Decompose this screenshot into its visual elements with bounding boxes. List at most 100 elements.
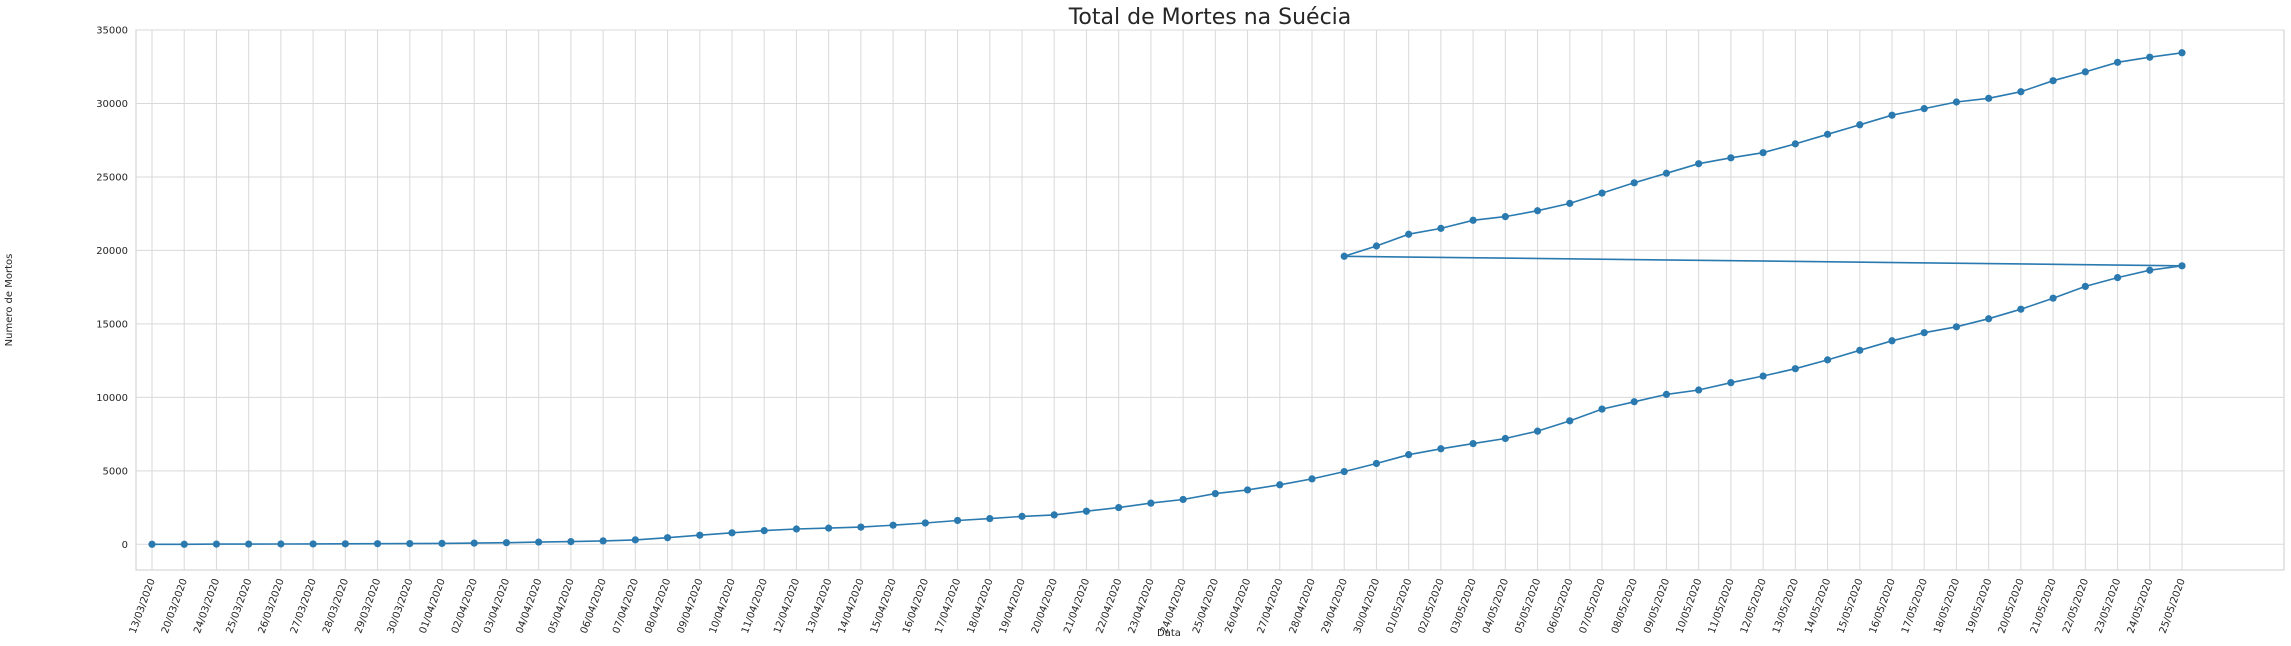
data-point <box>1501 434 1509 443</box>
data-point <box>1501 213 1509 221</box>
data-point <box>212 540 221 548</box>
x-tick-label: 09/04/2020 <box>676 577 706 635</box>
data-point <box>953 516 962 525</box>
data-point <box>1566 199 1574 207</box>
x-tick-label: 17/05/2020 <box>1900 577 1930 635</box>
x-tick-label: 27/04/2020 <box>1256 577 1286 635</box>
x-tick-label: 13/04/2020 <box>804 577 834 635</box>
data-point <box>1469 440 1477 448</box>
x-tick-label: 13/03/2020 <box>128 577 158 635</box>
data-point <box>1823 130 1832 138</box>
x-tick-label: 16/04/2020 <box>901 577 931 635</box>
x-tick-label: 27/03/2020 <box>289 577 319 635</box>
data-point <box>2146 266 2154 274</box>
data-point <box>1759 372 1767 380</box>
x-tick-label: 12/04/2020 <box>772 577 802 635</box>
data-point <box>2081 282 2089 291</box>
data-point <box>2049 294 2057 302</box>
data-point <box>2178 49 2186 57</box>
data-point <box>1018 512 1026 520</box>
x-tick-label: 15/04/2020 <box>869 577 899 635</box>
x-tick-label: 09/05/2020 <box>1642 577 1672 635</box>
x-axis-ticks: 13/03/2020 20/03/2020 24/03/2020 25/03/2020… <box>128 577 2188 635</box>
x-tick-label: 28/03/2020 <box>321 577 351 635</box>
data-point <box>1050 511 1058 519</box>
data-point <box>1566 417 1574 425</box>
y-tick-label: 0 <box>122 540 128 551</box>
data-point <box>1372 242 1381 250</box>
data-point <box>2017 88 2025 96</box>
y-tick-label: 5000 <box>103 466 128 477</box>
data-point <box>1985 94 1993 102</box>
data-point <box>663 534 672 542</box>
x-tick-label: 11/04/2020 <box>740 577 770 635</box>
data-point <box>1727 379 1735 387</box>
data-point <box>1533 427 1542 435</box>
x-tick-label: 07/04/2020 <box>611 577 641 635</box>
data-point <box>1533 207 1542 215</box>
data-point <box>889 521 897 529</box>
x-tick-label: 23/05/2020 <box>2093 577 2123 635</box>
data-point <box>373 540 382 548</box>
data-point <box>1630 179 1638 187</box>
data-point <box>1179 495 1187 504</box>
data-point <box>2113 58 2122 66</box>
x-tick-label: 15/05/2020 <box>1836 577 1866 635</box>
data-point <box>1791 140 1799 148</box>
x-tick-label: 14/05/2020 <box>1803 577 1833 635</box>
x-tick-label: 29/03/2020 <box>353 577 383 635</box>
x-tick-label: 14/04/2020 <box>837 577 867 635</box>
x-tick-label: 01/05/2020 <box>1384 577 1414 635</box>
x-tick-label: 06/05/2020 <box>1546 577 1576 635</box>
data-point <box>728 529 736 537</box>
data-point <box>2113 273 2122 282</box>
data-point <box>1662 390 1671 399</box>
x-tick-label: 10/04/2020 <box>708 577 738 635</box>
x-tick-label: 26/04/2020 <box>1223 577 1253 635</box>
x-tick-label: 08/05/2020 <box>1610 577 1640 635</box>
x-tick-label: 02/05/2020 <box>1417 577 1447 635</box>
y-tick-label: 35000 <box>96 26 128 37</box>
series-points <box>148 49 2186 548</box>
x-tick-label: 07/05/2020 <box>1578 577 1608 635</box>
x-tick-label: 08/04/2020 <box>643 577 673 635</box>
x-tick-label: 21/04/2020 <box>1062 577 1092 635</box>
data-point <box>1662 169 1671 177</box>
data-point <box>2049 77 2057 85</box>
x-tick-label: 23/04/2020 <box>1127 577 1157 635</box>
data-point <box>1888 111 1896 119</box>
data-point <box>406 539 414 548</box>
data-point <box>1340 252 1348 260</box>
data-point <box>502 539 511 547</box>
data-point <box>1888 337 1896 345</box>
x-tick-label: 02/04/2020 <box>450 577 480 635</box>
data-point <box>245 540 253 548</box>
data-point <box>696 531 704 539</box>
data-point <box>1405 230 1413 238</box>
data-point <box>1308 475 1316 483</box>
data-point <box>1437 445 1445 453</box>
x-tick-label: 24/03/2020 <box>192 577 222 635</box>
data-point <box>1598 189 1606 197</box>
chart-title: Total de Mortes na Suécia <box>1068 5 1352 30</box>
data-point <box>1759 149 1767 157</box>
x-tick-label: 24/04/2020 <box>1159 577 1189 635</box>
x-tick-label: 21/05/2020 <box>2029 577 2059 635</box>
x-tick-label: 01/04/2020 <box>418 577 448 635</box>
x-tick-label: 18/05/2020 <box>1932 577 1962 635</box>
data-point <box>1598 405 1606 413</box>
y-tick-label: 15000 <box>96 319 128 330</box>
x-tick-label: 29/04/2020 <box>1320 577 1350 635</box>
y-tick-label: 25000 <box>96 172 128 183</box>
x-tick-label: 22/05/2020 <box>2061 577 2091 635</box>
data-point <box>1630 398 1638 406</box>
data-point <box>1823 356 1832 364</box>
x-tick-label: 18/04/2020 <box>966 577 996 635</box>
data-point <box>1082 507 1091 515</box>
data-point <box>1695 386 1703 394</box>
x-tick-label: 04/04/2020 <box>514 577 544 635</box>
data-point <box>1985 315 1993 323</box>
data-point <box>1469 216 1477 224</box>
plot-area <box>135 29 2285 571</box>
data-point <box>2017 305 2025 313</box>
